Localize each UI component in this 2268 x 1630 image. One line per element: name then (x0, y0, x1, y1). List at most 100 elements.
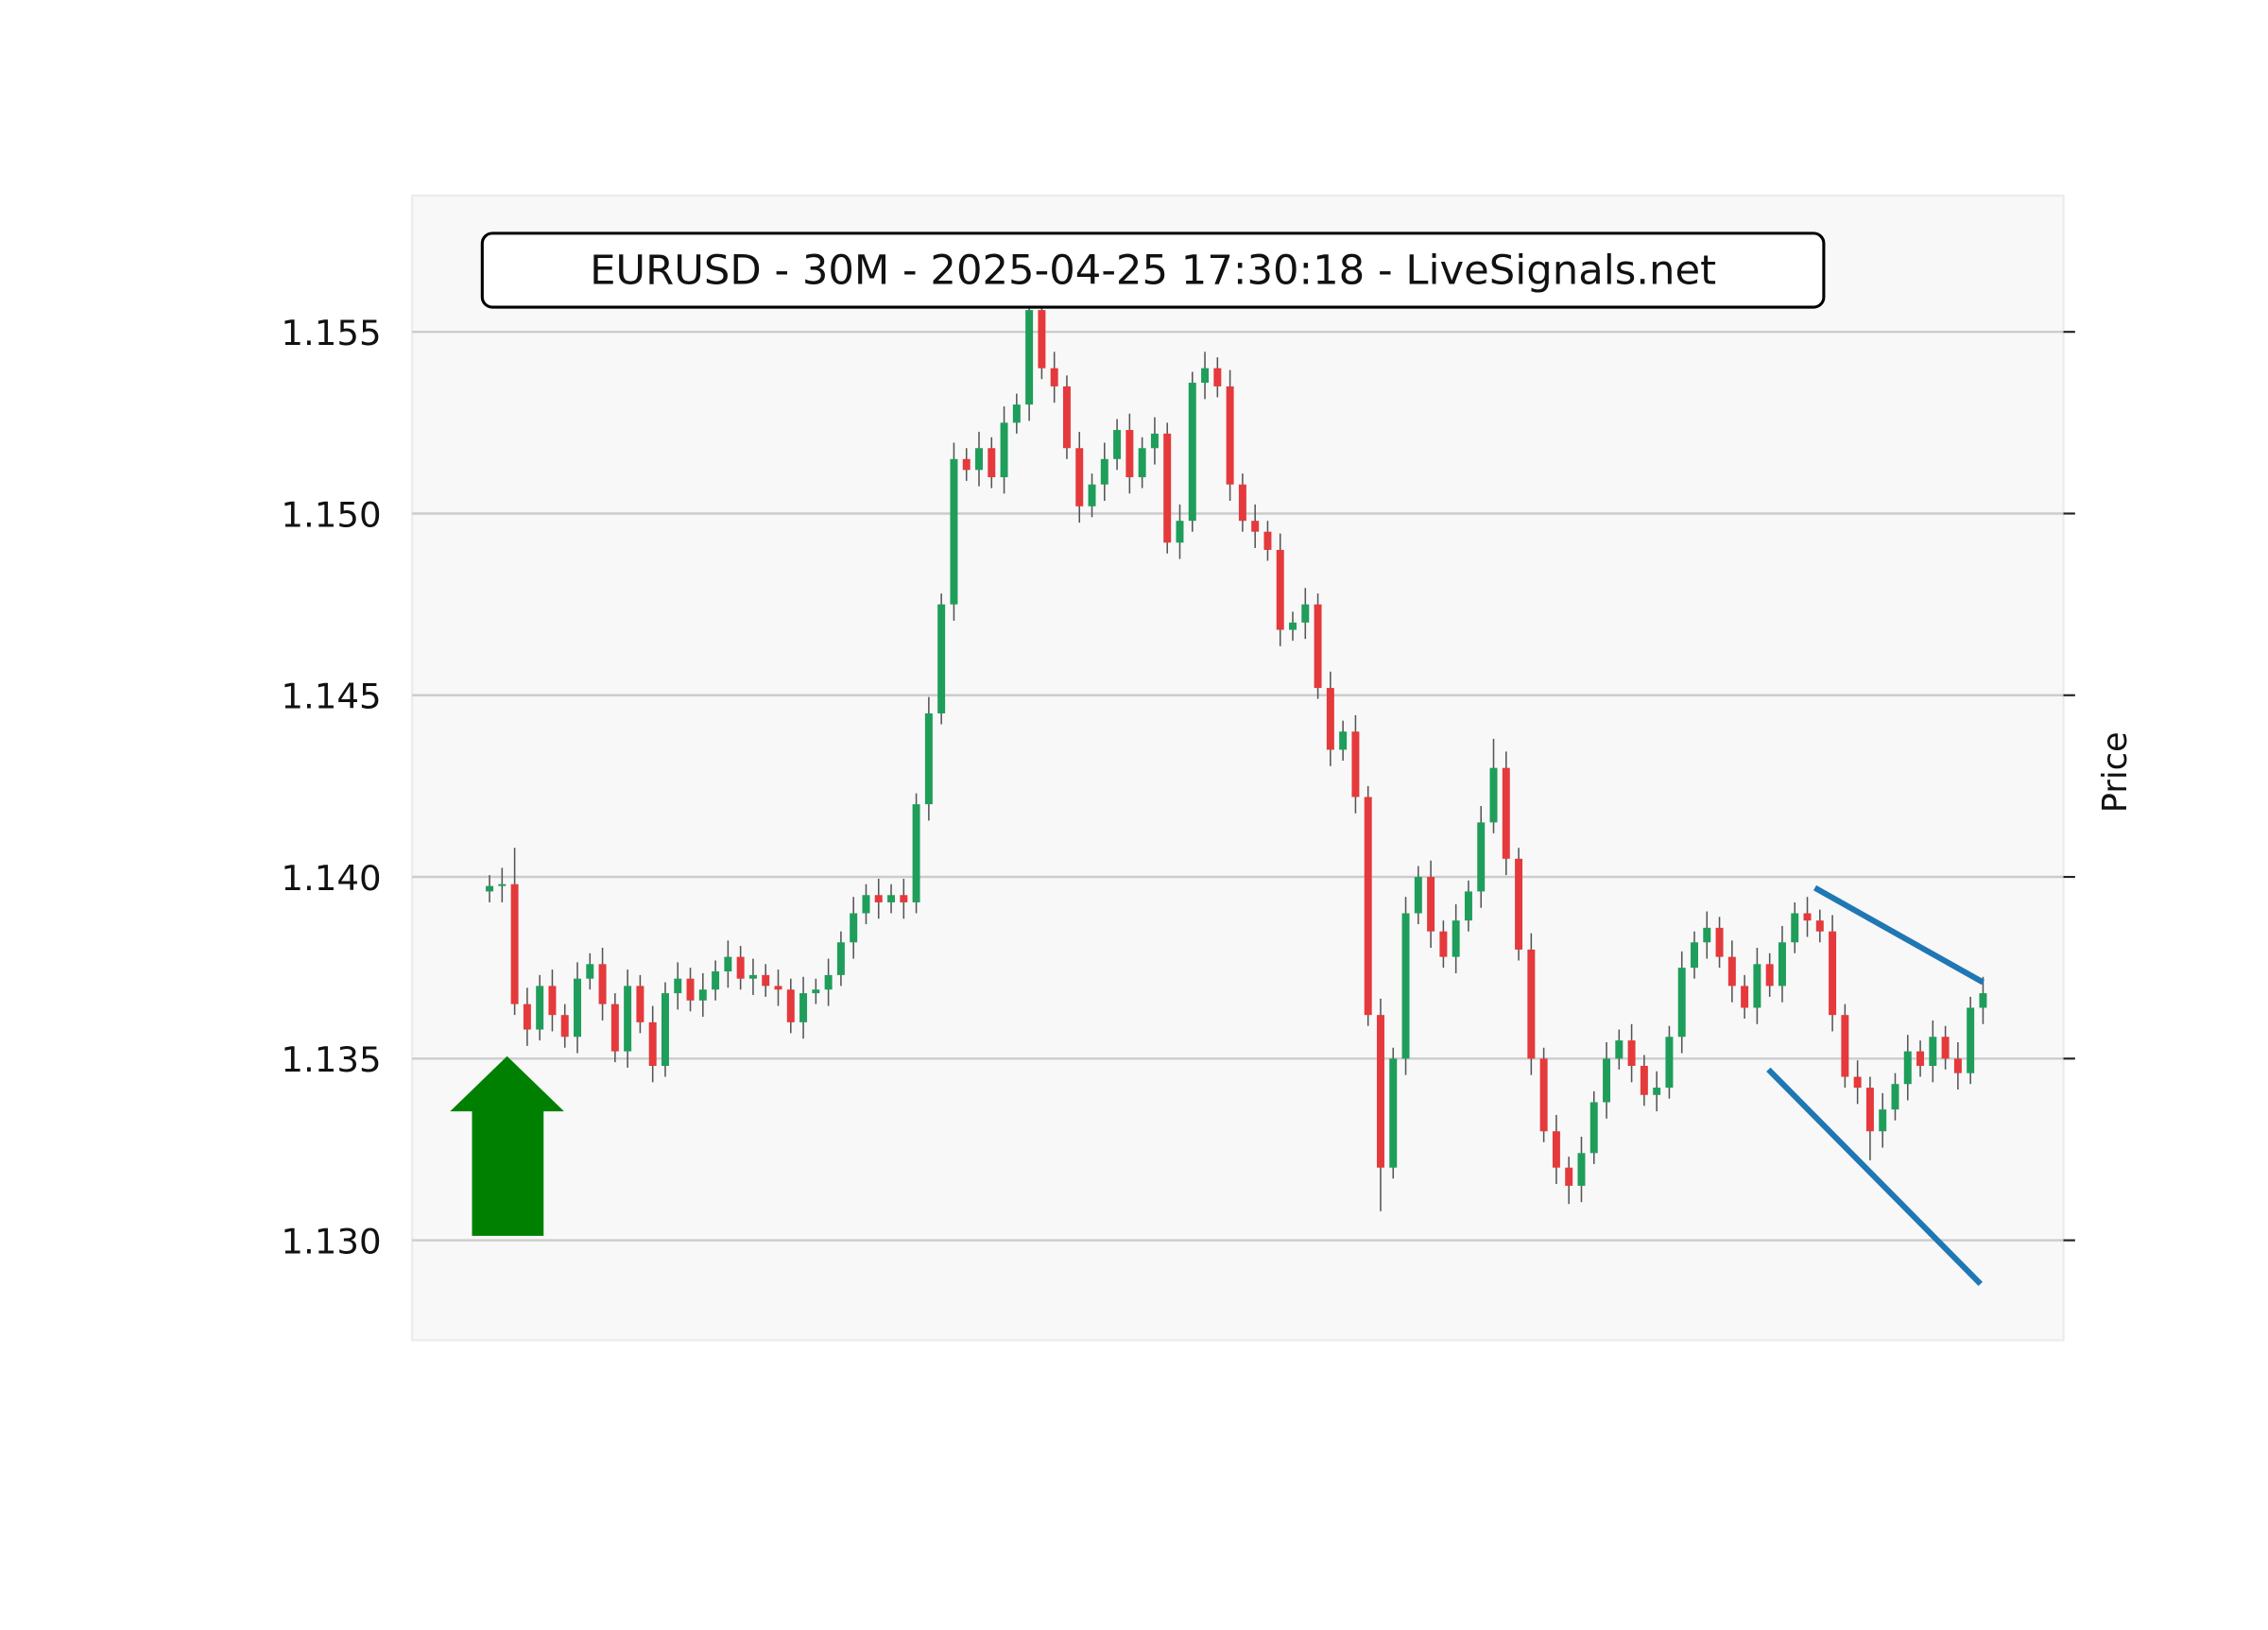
candles (486, 241, 1987, 1211)
candle-body (510, 884, 519, 1004)
chart-title: EURUSD - 30M - 2025-04-25 17:30:18 - Liv… (590, 248, 1716, 295)
candle-body (1289, 622, 1297, 630)
candle-body (698, 989, 707, 1001)
candle-body (1062, 386, 1071, 449)
candle-body (799, 993, 808, 1022)
candle-body (962, 458, 971, 471)
candle-body (1653, 1088, 1661, 1095)
candle-body (1715, 927, 1724, 957)
candle-body (736, 956, 745, 979)
candle-body (924, 712, 933, 805)
y-tick-label: 1.155 (281, 313, 381, 353)
candle-body (1263, 531, 1272, 550)
title-box (480, 232, 1826, 309)
candle-body (1891, 1084, 1899, 1110)
candle-body (1226, 386, 1234, 485)
candle-body (1527, 949, 1536, 1059)
candle-body (574, 978, 581, 1038)
candle-body (874, 895, 883, 902)
candle-body (1125, 430, 1134, 478)
candle-body (1414, 877, 1422, 914)
candle-body (1452, 920, 1460, 957)
candle-body (1477, 822, 1486, 892)
y-tick-label: 1.130 (281, 1222, 381, 1262)
candle-body (1765, 964, 1774, 987)
candle-body (1640, 1065, 1648, 1095)
candle-body (1565, 1167, 1573, 1186)
candle-body (1603, 1058, 1611, 1103)
candle-body (724, 956, 732, 972)
candle-body (950, 458, 958, 605)
candle-body (1427, 877, 1435, 932)
candle-body (686, 978, 695, 1001)
candle-body (786, 989, 795, 1022)
candle-body (1401, 913, 1410, 1059)
candle-body (1665, 1037, 1674, 1089)
candle-body (1176, 521, 1184, 543)
candle-body (1012, 404, 1021, 423)
candle-body (1815, 920, 1824, 932)
y-tick-label: 1.140 (281, 858, 381, 899)
candle-body (824, 974, 833, 990)
candle-body (1213, 368, 1222, 386)
candle-body (1138, 448, 1146, 478)
candle-body (1502, 767, 1510, 859)
candle-body (586, 964, 594, 979)
candle-body (1577, 1153, 1586, 1186)
candle-body (1489, 767, 1498, 823)
candle-body (1677, 968, 1686, 1038)
candle-body (548, 986, 557, 1016)
candle-body (1188, 383, 1196, 522)
candle-body (1301, 604, 1310, 623)
candle-body (1439, 931, 1448, 957)
y-tick-label: 1.135 (281, 1039, 381, 1080)
candle-body (1025, 310, 1034, 405)
candle-body (900, 895, 908, 902)
candle-body (1615, 1040, 1624, 1059)
candle-body (912, 804, 920, 902)
candle-body (1276, 549, 1284, 630)
candle-body (560, 1015, 569, 1038)
candle-body (1589, 1102, 1598, 1154)
signal-arrow (450, 1055, 564, 1236)
candle-body (1075, 448, 1084, 506)
candle-body (1778, 942, 1786, 987)
candle-body (1150, 433, 1159, 449)
candle-body (598, 964, 607, 1004)
candle-body (1903, 1051, 1912, 1085)
candle-body (648, 1021, 657, 1066)
candle-body (536, 986, 544, 1030)
candle-body (1941, 1037, 1950, 1059)
candle-body (887, 895, 896, 902)
candle-body (975, 448, 983, 471)
candle-body (1238, 484, 1246, 522)
candle-body (1753, 964, 1761, 1008)
candle-body (1703, 927, 1711, 943)
candle-body (937, 604, 946, 713)
candle-body (498, 884, 507, 886)
candle-body (674, 978, 682, 994)
trendline (1813, 884, 1984, 986)
candle-body (1791, 913, 1799, 943)
candle-body (1251, 521, 1260, 532)
y-tick-label: 1.145 (281, 677, 381, 717)
plot-area (410, 194, 2065, 1342)
candle-body (1953, 1058, 1962, 1073)
candle-body (1326, 688, 1334, 750)
candle-body (1967, 1007, 1975, 1073)
candle-body (712, 971, 720, 990)
candle-body (1539, 1058, 1548, 1132)
trendline (1766, 1067, 1984, 1286)
grid: 1.130 1.135 1.140 1.145 1.150 1.155 (281, 313, 2075, 1262)
candle-body (774, 986, 782, 990)
candle-body (1916, 1051, 1925, 1066)
candle-body (1865, 1088, 1874, 1132)
candle-body (762, 974, 770, 987)
candle-body (988, 448, 996, 478)
candle-body (1741, 986, 1749, 1008)
candle-body (1050, 368, 1058, 386)
candle-body (1464, 891, 1472, 921)
candle-body (1351, 731, 1360, 798)
